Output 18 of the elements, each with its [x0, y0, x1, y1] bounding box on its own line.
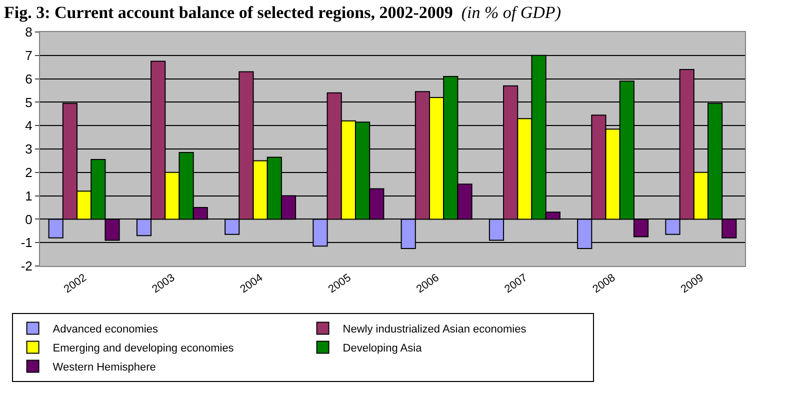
y-tick-label: 2: [25, 164, 32, 180]
legend-label: Advanced economies: [52, 324, 158, 336]
y-tick-label: 1: [25, 188, 32, 204]
legend-label: Emerging and developing economies: [52, 342, 234, 355]
y-tick-label: -2: [20, 258, 32, 274]
legend-label: Newly industrialized Asian economies: [342, 324, 527, 336]
y-tick-label: -1: [20, 235, 32, 250]
y-tick-label: 4: [25, 118, 32, 134]
y-tick-label: 3: [25, 142, 32, 157]
legend-label: Western Hemisphere: [52, 362, 156, 374]
legend-label: Developing Asia: [342, 342, 423, 355]
y-tick-label: 6: [25, 71, 32, 86]
y-tick-label: 0: [25, 212, 32, 227]
y-tick-label: 8: [25, 24, 32, 40]
chart-subtitle: (in % of GDP): [461, 2, 562, 22]
chart-title: Fig. 3: Current account balance of selected regions, 2002-2009: [4, 2, 453, 22]
y-tick-label: 7: [25, 48, 32, 63]
y-tick-label: 5: [25, 94, 32, 110]
